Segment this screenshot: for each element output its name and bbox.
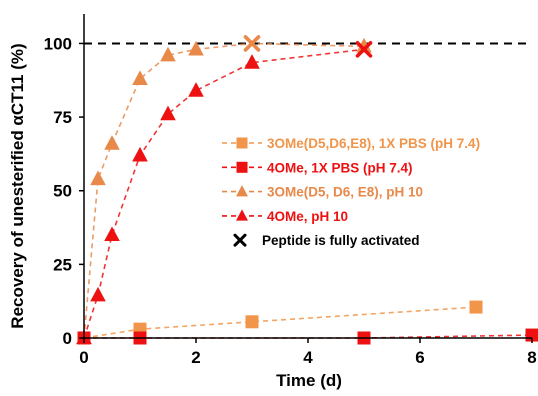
legend-marker-fully-activated-stroke-b [233,233,247,247]
series-2-point-7 [356,37,372,53]
series-3-point-5 [188,82,204,97]
axes: 0 2 4 6 8 0 25 50 75 100 [44,14,537,367]
legend-marker-1 [236,161,248,173]
legend: 3OMe(D5,D6,E8), 1X PBS (pH 7.4) 4OMe, 1X … [222,136,480,248]
legend-label-2: 3OMe(D5, D6, E8), pH 10 [267,185,423,200]
y-tick-label-4: 100 [44,34,72,53]
x-tick-label-2: 4 [303,348,313,367]
fully-activated-marker-1 [355,41,373,58]
fully-activated-marker-0-stroke-b [243,35,261,52]
x-tick-label-0: 0 [79,348,88,367]
series-2-point-3 [132,70,148,85]
series-3-line [83,48,365,339]
series-0-point-3 [469,300,483,314]
legend-label-3: 4OMe, pH 10 [267,209,348,224]
series-3-point-3 [132,146,148,162]
x-tick-label-4: 8 [527,348,536,367]
series-2-line [83,42,365,339]
series-0-line [83,306,477,339]
series-3-point-2 [104,226,120,242]
legend-label-fully-activated: Peptide is fully activated [262,233,420,248]
fully-activated-marker-0 [243,35,261,52]
series-3-point-1 [90,286,106,302]
series-3-point-6 [244,54,260,69]
y-tick-label-2: 50 [53,182,72,201]
legend-marker-3 [236,209,248,221]
legend-marker-fully-activated [233,233,247,247]
series-2-point-5 [188,40,204,56]
y-axis-title: Recovery of unesterified αCT11 (%) [8,43,27,328]
legend-marker-2 [236,185,248,197]
series-2-point-2 [104,135,120,150]
y-tick-label-0: 0 [63,329,72,348]
x-tick-label-1: 2 [191,348,200,367]
series-3-point-4 [160,105,176,121]
legend-label-0: 3OMe(D5,D6,E8), 1X PBS (pH 7.4) [267,136,480,151]
x-axis-title: Time (d) [276,371,342,390]
series-0-point-2 [245,315,259,329]
x-tick-label-3: 6 [415,348,424,367]
series-2-point-1 [90,170,106,186]
legend-marker-0 [236,137,248,149]
series-2-point-4 [160,46,176,62]
y-tick-label-1: 25 [53,255,72,274]
legend-label-1: 4OMe, 1X PBS (pH 7.4) [267,160,413,175]
y-tick-label-3: 75 [53,108,72,127]
fully-activated-marker-1-stroke-b [355,41,373,58]
